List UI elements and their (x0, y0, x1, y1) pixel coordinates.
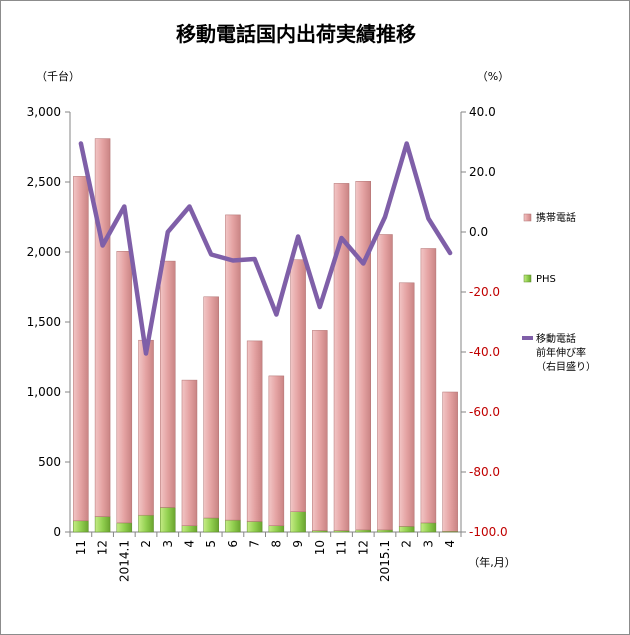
x-tick-label: 12 (96, 540, 110, 555)
legend-growth-label: 移動電話 (536, 332, 576, 345)
mobile-bar (333, 183, 350, 531)
right-tick-label: -60.0 (469, 405, 500, 419)
legend-mobile-label: 携帯電話 (536, 211, 576, 224)
phs-bar (398, 526, 415, 533)
axes (65, 111, 466, 537)
bars (73, 138, 458, 533)
left-tick-label: 2,500 (27, 175, 61, 189)
chart-title: 移動電話国内出荷実績推移 (176, 22, 416, 46)
left-tick-label: 3,000 (27, 105, 61, 119)
mobile-bar (377, 234, 393, 531)
x-tick-label: 3 (161, 540, 175, 548)
x-tick-label: 9 (291, 540, 305, 548)
phs-bar (225, 519, 241, 533)
mobile-bar (420, 248, 437, 524)
legend-phs-swatch (523, 274, 532, 283)
right-tick-label: 20.0 (469, 165, 496, 179)
mobile-bar (138, 339, 154, 516)
mobile-bar (94, 138, 111, 517)
phs-bar (246, 521, 263, 533)
phs-bar (94, 516, 111, 533)
mobile-bar (246, 340, 263, 522)
growth-line-layer (78, 141, 453, 356)
legend-mobile-swatch (523, 213, 532, 222)
legend-growth-label: 前年伸び率 (536, 346, 586, 359)
x-tick-label: 2015.1 (378, 540, 392, 582)
left-tick-label: 2,000 (27, 245, 61, 259)
x-tick-label: 2014.1 (117, 540, 131, 582)
left-tick-label: 1,000 (27, 385, 61, 399)
left-tick-label: 0 (53, 525, 61, 539)
growth-line (78, 141, 453, 356)
legend-phs-label: PHS (536, 274, 556, 285)
phs-bar (181, 525, 198, 533)
right-tick-label: 40.0 (469, 105, 496, 119)
x-axis-unit: （年,月） (468, 555, 516, 569)
right-axis-unit: （%） (477, 70, 509, 83)
phs-bar (160, 507, 176, 533)
x-tick-label: 2 (400, 540, 414, 548)
left-tick-label: 500 (38, 455, 61, 469)
x-tick-label: 8 (269, 540, 283, 548)
phs-bar (290, 511, 306, 533)
x-tick-label: 7 (248, 540, 262, 548)
tick-labels: 0 500 1,000 1,500 2,000 2,500 3,000 -100.0 -80.0… (27, 105, 508, 582)
right-tick-label: 0.0 (469, 225, 488, 239)
x-tick-label: 3 (421, 540, 435, 548)
mobile-bar (225, 214, 241, 521)
x-tick-label: 10 (313, 540, 327, 555)
mobile-bar (203, 296, 219, 519)
phs-bar (73, 520, 89, 533)
legend-growth-label: （右目盛り） (536, 360, 596, 373)
mobile-bar (181, 379, 198, 526)
right-tick-label: -100.0 (469, 525, 508, 539)
x-tick-label: 6 (226, 540, 240, 548)
x-tick-label: 11 (74, 540, 88, 555)
phs-bar (268, 525, 285, 533)
left-tick-label: 1,500 (27, 315, 61, 329)
phs-bar (377, 529, 393, 533)
mobile-bar (160, 260, 176, 508)
mobile-bar (442, 391, 458, 532)
mobile-bar (268, 375, 285, 526)
x-tick-label: 4 (182, 540, 196, 548)
phs-bar (138, 514, 154, 533)
phs-bar (420, 522, 437, 533)
x-tick-label: 4 (443, 540, 457, 548)
right-tick-label: -20.0 (469, 285, 500, 299)
mobile-bar (73, 176, 89, 522)
left-axis-unit: （千台） (36, 69, 80, 83)
phs-bar (203, 517, 219, 533)
x-tick-label: 12 (356, 540, 370, 555)
x-tick-label: 11 (335, 540, 349, 555)
x-tick-label: 2 (139, 540, 153, 548)
mobile-bar (355, 181, 371, 531)
x-tick-label: 5 (204, 540, 218, 548)
phs-bar (116, 522, 133, 533)
mobile-bar (312, 330, 328, 531)
right-tick-label: -80.0 (469, 465, 500, 479)
phs-bar (355, 529, 371, 533)
right-tick-label: -40.0 (469, 345, 500, 359)
mobile-bar (116, 251, 133, 524)
mobile-bar (290, 259, 306, 512)
mobile-bar (398, 282, 415, 527)
